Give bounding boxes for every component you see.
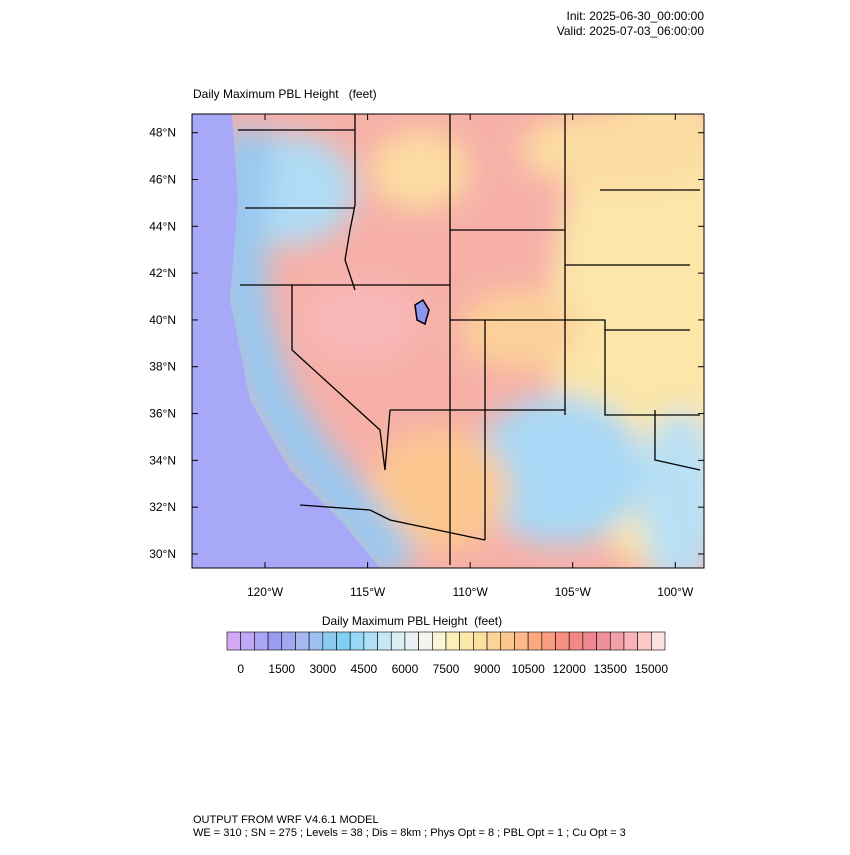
colorbar-box (459, 631, 474, 651)
colorbar-tick-label: 6000 (392, 662, 419, 676)
colorbar-box (322, 631, 337, 651)
colorbar-box (445, 631, 460, 651)
colorbar-box (281, 631, 296, 651)
y-tick-label: 36°N (149, 407, 176, 421)
colorbar-tick-label: 1500 (268, 662, 295, 676)
colorbar-box (363, 631, 378, 651)
colorbar-tick-label: 13500 (594, 662, 628, 676)
colorbar-box (541, 631, 556, 651)
y-tick-label: 32°N (149, 500, 176, 514)
field-shading (214, 114, 704, 568)
colorbar-box (596, 631, 611, 651)
map-field (192, 114, 704, 568)
colorbar-box (336, 631, 351, 651)
colorbar-box (500, 631, 515, 651)
colorbar-box (527, 631, 543, 651)
state-boundaries (238, 114, 701, 565)
colorbar-box (486, 631, 502, 651)
valid-label: Valid: 2025-07-03_06:00:00 (557, 24, 705, 38)
colorbar-box (377, 631, 392, 651)
colorbar-box (254, 631, 269, 651)
x-tick-label: 100°W (657, 585, 694, 599)
colorbar-box (267, 631, 283, 651)
colorbar-box (295, 631, 310, 651)
footer-line-2: WE = 310 ; SN = 275 ; Levels = 38 ; Dis … (193, 827, 626, 839)
colorbar-box (240, 631, 255, 651)
y-tick-label: 48°N (149, 126, 176, 140)
y-tick-label: 34°N (149, 453, 176, 467)
colorbar-box (637, 631, 652, 651)
colorbar-box (582, 631, 597, 651)
colorbar-box (349, 631, 365, 651)
colorbar-box (404, 631, 419, 651)
colorbar-tick-label: 4500 (351, 662, 378, 676)
y-tick-label: 46°N (149, 173, 176, 187)
colorbar-tick-label: 15000 (635, 662, 669, 676)
colorbar-box (555, 631, 570, 651)
colorbar-box (308, 631, 324, 651)
map-frame (191, 113, 705, 569)
colorbar-box (432, 631, 447, 651)
lake (414, 298, 430, 326)
x-tick-label: 105°W (555, 585, 592, 599)
colorbar-box (226, 631, 241, 651)
y-tick-label: 40°N (149, 313, 176, 327)
y-tick-label: 38°N (149, 360, 176, 374)
y-tick-label: 30°N (149, 547, 176, 561)
colorbar-box (609, 631, 625, 651)
x-tick-label: 120°W (247, 585, 284, 599)
footer-line-1: OUTPUT FROM WRF V4.6.1 MODEL (193, 814, 379, 826)
x-tick-label: 115°W (350, 585, 386, 599)
colorbar-title: Daily Maximum PBL Height (feet) (322, 614, 502, 628)
colorbar-box (651, 631, 666, 651)
colorbar-tick-label: 0 (237, 662, 244, 676)
colorbar-tick-label: 9000 (474, 662, 501, 676)
colorbar-tick-label: 10500 (511, 662, 545, 676)
colorbar-tick-label: 3000 (309, 662, 336, 676)
colorbar-box (390, 631, 406, 651)
y-tick-label: 44°N (149, 219, 176, 233)
init-label: Init: 2025-06-30_00:00:00 (567, 9, 705, 23)
colorbar-box (514, 631, 529, 651)
colorbar-box (418, 631, 433, 651)
map-title: Daily Maximum PBL Height (feet) (193, 87, 377, 101)
colorbar-box (473, 631, 488, 651)
colorbar-box (623, 631, 638, 651)
colorbar-tick-label: 7500 (433, 662, 460, 676)
x-tick-label: 110°W (453, 585, 489, 599)
y-tick-label: 42°N (149, 266, 176, 280)
colorbar-tick-label: 12000 (553, 662, 587, 676)
ocean (192, 114, 380, 568)
colorbar-box (568, 631, 584, 651)
